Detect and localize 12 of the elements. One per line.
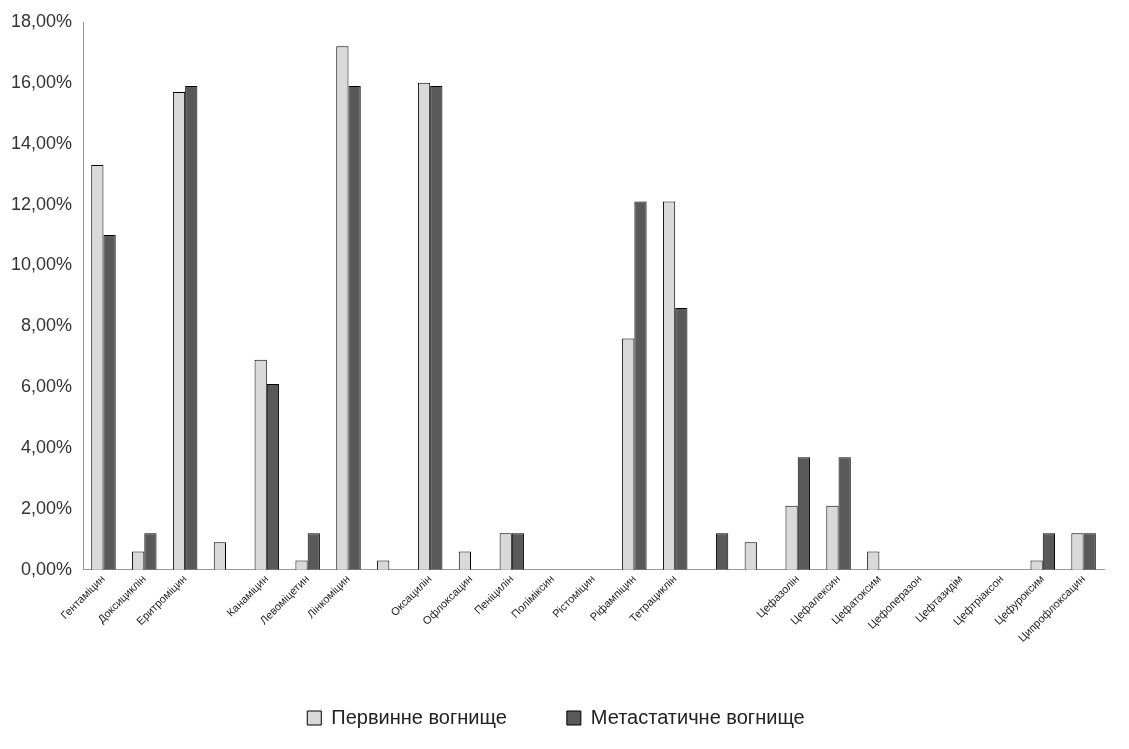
y-tick-label: 2,00% bbox=[21, 497, 73, 518]
legend-label: Метастатичне вогнище bbox=[590, 705, 805, 728]
y-tick-label: 0,00% bbox=[21, 558, 73, 579]
y-tick-label: 16,00% bbox=[10, 71, 73, 92]
y-tick-label: 10,00% bbox=[10, 254, 73, 275]
y-tick-label: 12,00% bbox=[10, 193, 73, 214]
y-tick-label: 18,00% bbox=[10, 10, 73, 31]
legend-label: Первинне вогнище bbox=[331, 705, 507, 728]
y-tick-label: 6,00% bbox=[21, 376, 73, 397]
y-tick-label: 4,00% bbox=[21, 436, 73, 457]
y-tick-label: 14,00% bbox=[10, 132, 73, 153]
y-tick-label: 8,00% bbox=[21, 315, 73, 336]
